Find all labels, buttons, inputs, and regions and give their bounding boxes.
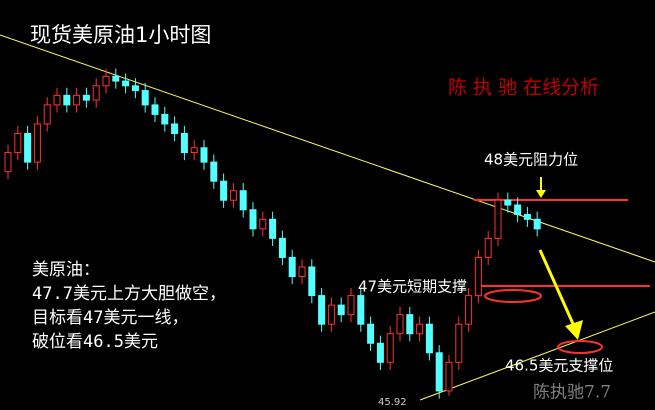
candle-body xyxy=(376,342,384,363)
candle-body xyxy=(14,132,22,154)
comment-line: 目标看47美元一线， xyxy=(32,308,188,328)
candle-body xyxy=(347,295,355,316)
candle-body xyxy=(484,237,492,258)
candle-body xyxy=(455,323,463,363)
candle-body xyxy=(308,266,316,297)
support-trendline xyxy=(419,311,655,401)
candle-body xyxy=(269,218,277,239)
annotation: 48美元阻力位 xyxy=(484,151,578,169)
annotation: 47美元短期支撑 xyxy=(358,278,467,296)
watermark: 陈执驰7.7 xyxy=(533,383,611,403)
candle-body xyxy=(278,237,286,258)
highlight-ellipse xyxy=(484,289,542,303)
candle-body xyxy=(318,295,326,325)
candle-body xyxy=(43,104,51,125)
candle-body xyxy=(249,209,257,230)
low-label: 45.92 xyxy=(378,397,407,408)
candle-body xyxy=(357,295,365,325)
candle-body xyxy=(367,323,375,344)
candle-body xyxy=(533,218,541,230)
candle-body xyxy=(131,85,139,92)
comment-line: 破位看46.5美元 xyxy=(32,332,158,352)
candle-body xyxy=(161,113,169,125)
comment-line: 美原油： xyxy=(32,260,100,280)
candle-body xyxy=(210,161,218,182)
candle-body xyxy=(445,361,453,392)
resistance-trendline xyxy=(0,34,655,263)
candle-body xyxy=(102,75,110,87)
arrow-head xyxy=(565,320,583,340)
candle-body xyxy=(288,256,296,278)
candle-body xyxy=(327,304,335,325)
candle-body xyxy=(92,85,100,101)
candle-body xyxy=(337,304,345,316)
candle-body xyxy=(33,123,41,163)
highlight-ellipse xyxy=(557,340,603,354)
candle-body xyxy=(229,190,237,201)
candle-body xyxy=(406,314,414,335)
candle-body xyxy=(151,104,159,115)
candle-body xyxy=(435,352,443,392)
candle-body xyxy=(514,204,522,216)
candle-body xyxy=(239,190,247,211)
annotation: 46.5美元支撑位 xyxy=(505,357,613,375)
candle-body xyxy=(141,90,149,106)
candle-body xyxy=(259,218,267,230)
chart-title: 现货美原油1小时图 xyxy=(30,23,211,47)
candle-body xyxy=(200,147,208,163)
candle-body xyxy=(4,152,12,173)
candle-body xyxy=(171,123,179,134)
comment-line: 47.7美元上方大胆做空， xyxy=(32,284,226,304)
candle-body xyxy=(73,94,81,106)
candles xyxy=(4,68,541,399)
candle-body xyxy=(122,80,130,87)
arrow-head xyxy=(536,190,546,198)
candle-body xyxy=(220,180,228,201)
candle-body xyxy=(465,295,473,325)
subtitle: 陈 执 驰 在线分析 xyxy=(448,77,599,99)
candle-body xyxy=(53,94,61,106)
arrow xyxy=(538,249,576,327)
candle-body xyxy=(523,214,531,220)
candle-body xyxy=(180,132,188,154)
candle-body xyxy=(82,94,90,101)
candle-body xyxy=(504,199,512,206)
candle-body xyxy=(416,323,424,335)
candle-body xyxy=(190,147,198,154)
candle-body xyxy=(112,75,120,82)
candle-body xyxy=(63,94,71,106)
candle-body xyxy=(494,199,502,239)
candle-body xyxy=(474,256,482,297)
candle-body xyxy=(425,323,433,354)
candle-body xyxy=(396,314,404,335)
candle-body xyxy=(298,266,306,278)
candle-body xyxy=(386,333,394,363)
candle-body xyxy=(24,132,32,163)
comment: 美原油： 47.7美元上方大胆做空， 目标看47美元一线， 破位看46.5美元 xyxy=(32,260,226,352)
